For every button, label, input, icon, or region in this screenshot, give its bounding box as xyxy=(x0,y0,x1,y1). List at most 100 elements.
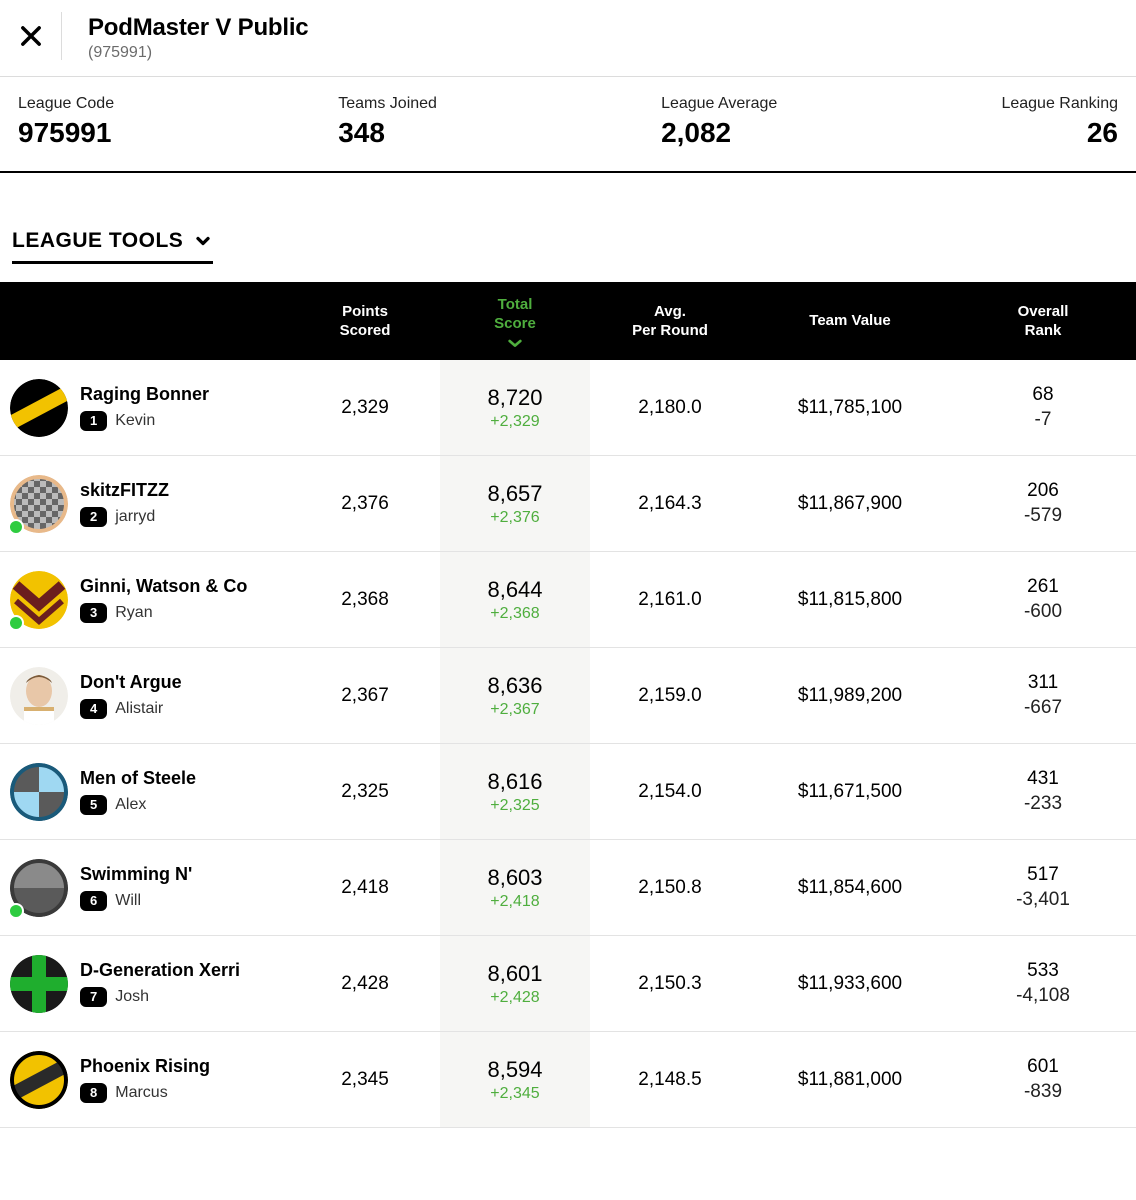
overall-rank-delta: -233 xyxy=(950,792,1136,817)
team-cell: skitzFITZZ 2 jarryd xyxy=(0,475,290,533)
avatar-wrap xyxy=(10,1051,68,1109)
cell-team-value: $11,989,200 xyxy=(750,685,950,707)
col-total-score[interactable]: TotalScore xyxy=(440,285,590,358)
table-row[interactable]: Ginni, Watson & Co 3 Ryan 2,368 8,644 +2… xyxy=(0,552,1136,648)
rank-badge: 4 xyxy=(80,699,107,719)
stat-value: 975991 xyxy=(18,117,114,149)
total-score: 8,720 xyxy=(440,385,590,411)
league-tools-label: LEAGUE TOOLS xyxy=(12,229,183,253)
total-score: 8,657 xyxy=(440,481,590,507)
team-meta: 7 Josh xyxy=(80,987,240,1007)
cell-avg: 2,154.0 xyxy=(590,781,750,803)
team-name: Phoenix Rising xyxy=(80,1056,210,1077)
manager-name: Alistair xyxy=(115,700,163,718)
close-button[interactable] xyxy=(14,12,62,60)
overall-rank: 311 xyxy=(950,671,1136,696)
team-info: Ginni, Watson & Co 3 Ryan xyxy=(80,576,247,623)
cell-points: 2,367 xyxy=(290,685,440,707)
team-avatar xyxy=(10,667,68,725)
team-avatar xyxy=(10,763,68,821)
cell-team-value: $11,854,600 xyxy=(750,877,950,899)
cell-avg: 2,150.8 xyxy=(590,877,750,899)
table-row[interactable]: Swimming N' 6 Will 2,418 8,603 +2,418 2,… xyxy=(0,840,1136,936)
stat-label: League Ranking xyxy=(1001,95,1118,113)
overall-rank-delta: -600 xyxy=(950,600,1136,625)
col-team-value[interactable]: Team Value xyxy=(750,301,950,341)
overall-rank-delta: -667 xyxy=(950,696,1136,721)
total-delta: +2,418 xyxy=(440,893,590,911)
manager-name: jarryd xyxy=(115,508,155,526)
sort-chevron-down-icon xyxy=(507,338,523,348)
team-name: Swimming N' xyxy=(80,864,192,885)
cell-points: 2,418 xyxy=(290,877,440,899)
league-subtitle: (975991) xyxy=(88,44,308,62)
total-delta: +2,376 xyxy=(440,509,590,527)
col-team xyxy=(0,311,290,331)
rank-badge: 2 xyxy=(80,507,107,527)
cell-total: 8,616 +2,325 xyxy=(440,744,590,839)
cell-team-value: $11,671,500 xyxy=(750,781,950,803)
table-row[interactable]: D-Generation Xerri 7 Josh 2,428 8,601 +2… xyxy=(0,936,1136,1032)
avatar-wrap xyxy=(10,955,68,1013)
avatar-wrap xyxy=(10,667,68,725)
cell-avg: 2,159.0 xyxy=(590,685,750,707)
avatar-wrap xyxy=(10,859,68,917)
cell-overall-rank: 261 -600 xyxy=(950,575,1136,624)
rank-badge: 6 xyxy=(80,891,107,911)
stat-label: League Code xyxy=(18,95,114,113)
overall-rank-delta: -3,401 xyxy=(950,888,1136,913)
cell-points: 2,376 xyxy=(290,493,440,515)
team-meta: 4 Alistair xyxy=(80,699,182,719)
cell-avg: 2,148.5 xyxy=(590,1069,750,1091)
cell-overall-rank: 601 -839 xyxy=(950,1055,1136,1104)
league-tools-dropdown[interactable]: LEAGUE TOOLS xyxy=(12,229,213,264)
rank-badge: 8 xyxy=(80,1083,107,1103)
avatar-wrap xyxy=(10,763,68,821)
team-info: Don't Argue 4 Alistair xyxy=(80,672,182,719)
table-row[interactable]: Phoenix Rising 8 Marcus 2,345 8,594 +2,3… xyxy=(0,1032,1136,1128)
cell-team-value: $11,815,800 xyxy=(750,589,950,611)
total-delta: +2,368 xyxy=(440,605,590,623)
overall-rank-delta: -7 xyxy=(950,408,1136,433)
avatar-wrap xyxy=(10,571,68,629)
team-meta: 6 Will xyxy=(80,891,192,911)
stats-bar: League Code 975991 Teams Joined 348 Leag… xyxy=(0,77,1136,173)
team-meta: 8 Marcus xyxy=(80,1083,210,1103)
cell-avg: 2,164.3 xyxy=(590,493,750,515)
total-score: 8,594 xyxy=(440,1057,590,1083)
table-row[interactable]: Men of Steele 5 Alex 2,325 8,616 +2,325 … xyxy=(0,744,1136,840)
cell-total: 8,601 +2,428 xyxy=(440,936,590,1031)
team-cell: Men of Steele 5 Alex xyxy=(0,763,290,821)
cell-points: 2,428 xyxy=(290,973,440,995)
table-row[interactable]: Raging Bonner 1 Kevin 2,329 8,720 +2,329… xyxy=(0,360,1136,456)
header: PodMaster V Public (975991) xyxy=(0,0,1136,77)
tools-section: LEAGUE TOOLS xyxy=(0,173,1136,282)
table-row[interactable]: skitzFITZZ 2 jarryd 2,376 8,657 +2,376 2… xyxy=(0,456,1136,552)
cell-total: 8,594 +2,345 xyxy=(440,1032,590,1127)
cell-points: 2,329 xyxy=(290,397,440,419)
team-cell: Ginni, Watson & Co 3 Ryan xyxy=(0,571,290,629)
team-name: Raging Bonner xyxy=(80,384,209,405)
cell-total: 8,636 +2,367 xyxy=(440,648,590,743)
cell-total: 8,644 +2,368 xyxy=(440,552,590,647)
manager-name: Will xyxy=(115,892,141,910)
total-score: 8,603 xyxy=(440,865,590,891)
col-overall-rank[interactable]: OverallRank xyxy=(950,292,1136,351)
col-avg[interactable]: Avg.Per Round xyxy=(590,292,750,351)
table-row[interactable]: Don't Argue 4 Alistair 2,367 8,636 +2,36… xyxy=(0,648,1136,744)
stat-league-average: League Average 2,082 xyxy=(661,95,777,149)
col-points[interactable]: PointsScored xyxy=(290,292,440,351)
team-name: skitzFITZZ xyxy=(80,480,169,501)
manager-name: Marcus xyxy=(115,1084,167,1102)
close-icon xyxy=(17,22,45,50)
total-score: 8,644 xyxy=(440,577,590,603)
total-delta: +2,367 xyxy=(440,701,590,719)
stat-league-ranking: League Ranking 26 xyxy=(1001,95,1118,149)
avatar-wrap xyxy=(10,379,68,437)
overall-rank-delta: -839 xyxy=(950,1080,1136,1105)
team-meta: 5 Alex xyxy=(80,795,196,815)
manager-name: Kevin xyxy=(115,412,155,430)
team-info: D-Generation Xerri 7 Josh xyxy=(80,960,240,1007)
leaderboard-table: PointsScored TotalScore Avg.Per Round Te… xyxy=(0,282,1136,1128)
stat-label: Teams Joined xyxy=(338,95,437,113)
